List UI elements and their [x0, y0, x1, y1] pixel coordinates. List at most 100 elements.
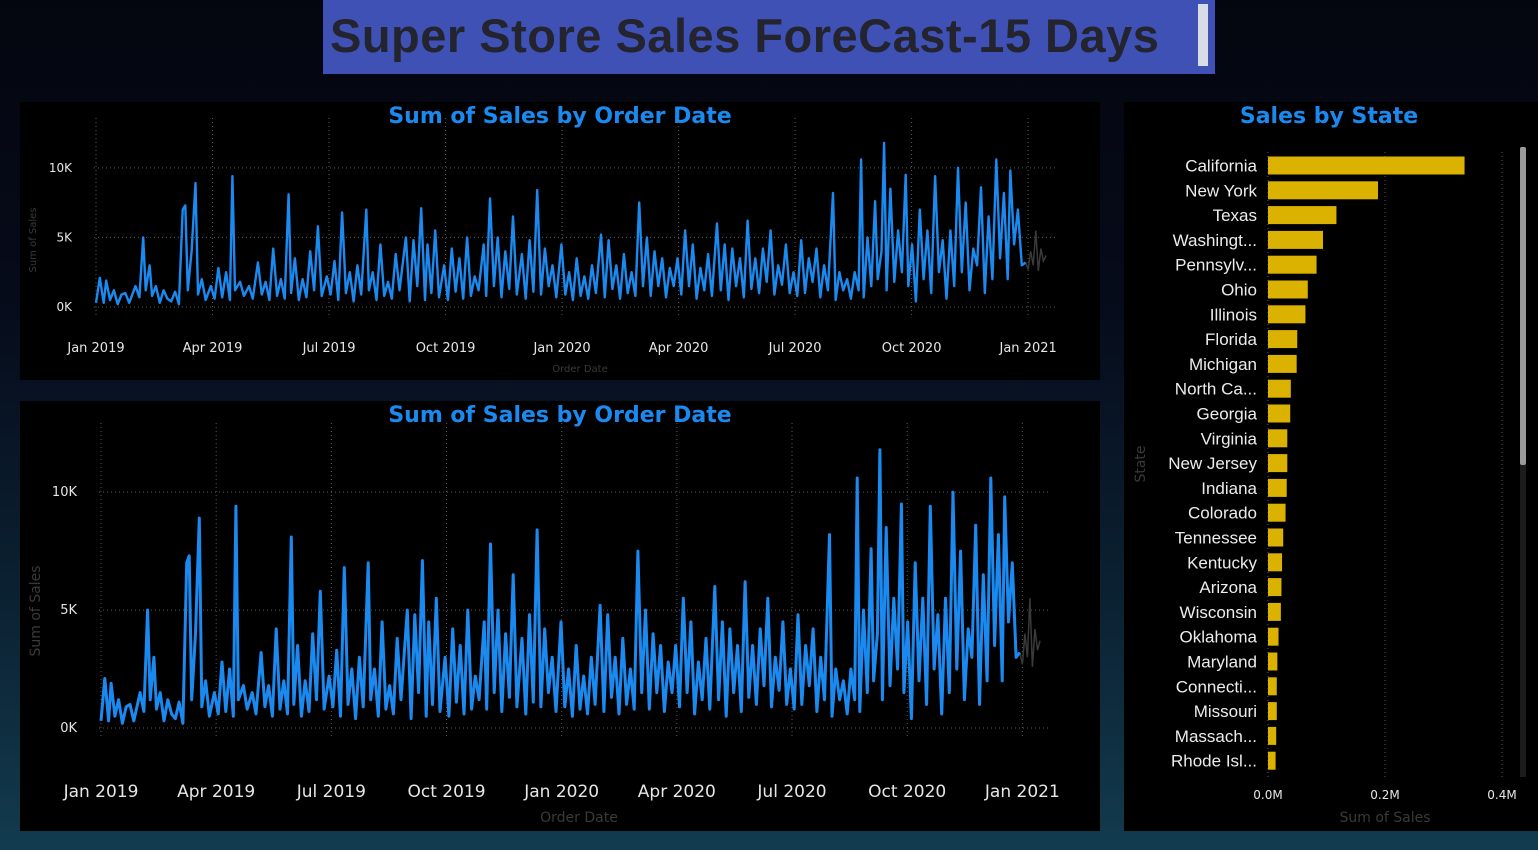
state-bar[interactable] — [1268, 578, 1282, 597]
x-tick-label: Apr 2019 — [177, 782, 255, 802]
x-tick-label: 0.2M — [1370, 788, 1399, 802]
state-bar[interactable] — [1268, 702, 1277, 721]
forecast-series-line[interactable] — [1019, 598, 1041, 667]
x-tick-label: Jul 2020 — [768, 341, 822, 356]
chart-title: Sales by State — [1239, 104, 1419, 129]
page-title: Super Store Sales ForeCast-15 Days — [330, 9, 1160, 62]
text-cursor-icon — [1198, 4, 1208, 66]
line-chart-svg: Jan 2019 Apr 2019 Jul 2019 Oct 2019 Jan 2020… — [28, 423, 1060, 826]
state-bar[interactable] — [1268, 379, 1291, 398]
state-label: Virginia — [1201, 429, 1258, 448]
state-label: Oklahoma — [1180, 628, 1258, 647]
state-bar[interactable] — [1268, 230, 1323, 249]
x-axis-title: Sum of Sales — [1339, 810, 1430, 826]
x-tick-label: Oct 2019 — [416, 341, 476, 356]
y-tick-label: 10K — [52, 485, 78, 500]
x-tick-label: Jan 2021 — [999, 341, 1057, 356]
state-label: Ohio — [1221, 281, 1257, 300]
state-bar[interactable] — [1268, 156, 1465, 175]
chart-title: Sum of Sales by Order Date — [388, 403, 732, 428]
state-label: New York — [1185, 181, 1257, 200]
x-tick-label: Jan 2021 — [984, 782, 1060, 802]
state-label: Wisconsin — [1180, 603, 1257, 622]
x-tick-label: 0.4M — [1487, 788, 1516, 802]
state-bar[interactable] — [1268, 181, 1378, 200]
state-bar[interactable] — [1268, 528, 1284, 547]
x-tick-label: Oct 2019 — [407, 782, 485, 802]
state-label: Michigan — [1189, 355, 1257, 374]
state-bar[interactable] — [1268, 503, 1286, 522]
state-label: Missouri — [1194, 702, 1257, 721]
state-bar[interactable] — [1268, 553, 1283, 572]
y-tick-label: 5K — [60, 603, 77, 618]
state-bar[interactable] — [1268, 280, 1308, 299]
x-tick-label: Jul 2019 — [296, 782, 366, 802]
state-bar[interactable] — [1268, 429, 1288, 448]
x-tick-label: Apr 2020 — [638, 782, 716, 802]
y-tick-label: 10K — [49, 161, 73, 175]
state-bar[interactable] — [1268, 602, 1281, 621]
state-bar[interactable] — [1268, 404, 1291, 423]
sales-series-line[interactable] — [94, 141, 1027, 306]
sales-by-date-chart-top[interactable]: Sum of Sales by Order Date Jan 2019 Apr 2… — [20, 102, 1100, 380]
y-tick-label: 0K — [56, 300, 73, 314]
chart-title: Sum of Sales by Order Date — [388, 104, 732, 129]
state-label: Kentucky — [1187, 553, 1257, 572]
x-tick-label: Apr 2020 — [649, 341, 709, 356]
y-tick-label: 5K — [56, 230, 73, 244]
state-label: Georgia — [1197, 405, 1258, 424]
x-tick-label: Jan 2019 — [66, 341, 124, 356]
state-label: New Jersey — [1168, 454, 1257, 473]
x-tick-label: Jul 2020 — [756, 782, 826, 802]
y-tick-label: 0K — [60, 721, 77, 736]
x-tick-label: Oct 2020 — [882, 341, 942, 356]
state-bar[interactable] — [1268, 751, 1276, 770]
state-label: Arizona — [1199, 578, 1257, 597]
state-label: Tennessee — [1175, 529, 1257, 548]
bar-chart-svg: 0.0M 0.2M 0.4M California New York Texas Washi… — [1133, 147, 1526, 826]
state-label: Massach... — [1175, 727, 1257, 746]
state-label: Florida — [1205, 330, 1258, 349]
x-tick-label: Jul 2019 — [302, 341, 356, 356]
x-tick-label: Jan 2019 — [63, 782, 139, 802]
state-bar[interactable] — [1268, 478, 1287, 497]
line-chart-svg: Jan 2019 Apr 2019 Jul 2019 Oct 2019 Jan 2020… — [28, 118, 1057, 375]
state-bar[interactable] — [1268, 677, 1277, 696]
state-label: Texas — [1213, 206, 1257, 225]
state-label: Connecti... — [1176, 677, 1257, 696]
y-axis-title: Sum of Sales — [28, 565, 44, 656]
title-banner — [323, 0, 1215, 74]
state-label: Washingt... — [1173, 231, 1257, 250]
x-tick-label: Apr 2019 — [183, 341, 243, 356]
x-tick-label: 0.0M — [1253, 788, 1282, 802]
y-axis-title: Sum of Sales — [28, 207, 39, 272]
state-bar[interactable] — [1268, 206, 1337, 225]
x-axis-title: Order Date — [540, 810, 618, 826]
x-axis-title: Order Date — [552, 364, 608, 375]
state-label: Pennsylv... — [1175, 256, 1257, 275]
state-bar[interactable] — [1268, 255, 1317, 274]
state-bar[interactable] — [1268, 726, 1277, 745]
state-bar[interactable] — [1268, 627, 1279, 646]
state-label: California — [1185, 157, 1257, 176]
sales-by-state-chart[interactable]: Sales by State 0.0M 0.2M 0.4M California New… — [1124, 102, 1538, 831]
state-bar[interactable] — [1268, 652, 1278, 671]
forecast-series-line[interactable] — [1024, 230, 1047, 271]
state-bar[interactable] — [1268, 354, 1297, 373]
state-label: Illinois — [1210, 305, 1257, 324]
state-label: Maryland — [1187, 653, 1257, 672]
scrollbar-thumb[interactable] — [1520, 147, 1526, 465]
state-bar[interactable] — [1268, 454, 1288, 473]
sales-by-date-chart-bottom[interactable]: Sum of Sales by Order Date Jan 2019 Apr 2… — [20, 401, 1100, 831]
sales-series-line[interactable] — [99, 448, 1021, 725]
state-bar[interactable] — [1268, 330, 1298, 349]
state-label: Colorado — [1188, 504, 1257, 523]
state-label: Rhode Isl... — [1171, 752, 1257, 771]
state-label: Indiana — [1201, 479, 1257, 498]
state-bar[interactable] — [1268, 305, 1306, 324]
x-tick-label: Jan 2020 — [532, 341, 590, 356]
state-label: North Ca... — [1175, 380, 1257, 399]
x-tick-label: Jan 2020 — [523, 782, 599, 802]
y-axis-title: State — [1133, 445, 1149, 482]
x-tick-label: Oct 2020 — [868, 782, 946, 802]
